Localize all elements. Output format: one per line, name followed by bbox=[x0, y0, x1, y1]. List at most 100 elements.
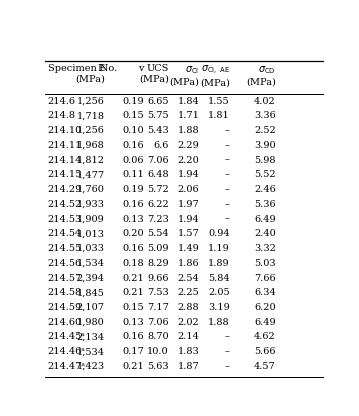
Text: 0.21: 0.21 bbox=[122, 288, 144, 297]
Text: 2,394: 2,394 bbox=[77, 273, 105, 282]
Text: 5.72: 5.72 bbox=[147, 185, 169, 194]
Text: 1.81: 1.81 bbox=[208, 111, 230, 120]
Text: 1,423: 1,423 bbox=[76, 362, 105, 371]
Text: 214.8: 214.8 bbox=[48, 111, 76, 120]
Text: 2.25: 2.25 bbox=[178, 288, 199, 297]
Text: 1.49: 1.49 bbox=[178, 244, 199, 253]
Text: 3.19: 3.19 bbox=[208, 303, 230, 312]
Text: –: – bbox=[225, 126, 230, 135]
Text: 1,534: 1,534 bbox=[77, 259, 105, 268]
Text: –: – bbox=[225, 362, 230, 371]
Text: 6.22: 6.22 bbox=[147, 200, 169, 209]
Text: 214.52: 214.52 bbox=[48, 200, 82, 209]
Text: $\sigma_{\mathrm{CI}}$
(MPa): $\sigma_{\mathrm{CI}}$ (MPa) bbox=[169, 64, 199, 87]
Text: 0.19: 0.19 bbox=[122, 97, 144, 106]
Text: 214.46ᵃ: 214.46ᵃ bbox=[48, 347, 85, 356]
Text: 0.16: 0.16 bbox=[122, 200, 144, 209]
Text: –: – bbox=[225, 171, 230, 179]
Text: 2.88: 2.88 bbox=[178, 303, 199, 312]
Text: 0.10: 0.10 bbox=[122, 126, 144, 135]
Text: 214.11: 214.11 bbox=[48, 141, 82, 150]
Text: 2,134: 2,134 bbox=[76, 332, 105, 342]
Text: 4.62: 4.62 bbox=[254, 332, 276, 342]
Text: –: – bbox=[225, 185, 230, 194]
Text: 1,477: 1,477 bbox=[76, 171, 105, 179]
Text: 1,256: 1,256 bbox=[77, 97, 105, 106]
Text: 1,968: 1,968 bbox=[77, 141, 105, 150]
Text: 0.16: 0.16 bbox=[122, 332, 144, 342]
Text: 7.23: 7.23 bbox=[147, 215, 169, 223]
Text: 0.16: 0.16 bbox=[122, 244, 144, 253]
Text: 214.45ᵃ: 214.45ᵃ bbox=[48, 332, 85, 342]
Text: 2.05: 2.05 bbox=[208, 288, 230, 297]
Text: 2.14: 2.14 bbox=[177, 332, 199, 342]
Text: 1,534: 1,534 bbox=[77, 347, 105, 356]
Text: 6.6: 6.6 bbox=[153, 141, 169, 150]
Text: 2.29: 2.29 bbox=[178, 141, 199, 150]
Text: 3.36: 3.36 bbox=[254, 111, 276, 120]
Text: 214.60: 214.60 bbox=[48, 318, 82, 327]
Text: 0.11: 0.11 bbox=[122, 171, 144, 179]
Text: 5.52: 5.52 bbox=[254, 171, 276, 179]
Text: 214.54: 214.54 bbox=[48, 229, 82, 238]
Text: 1,845: 1,845 bbox=[77, 288, 105, 297]
Text: v: v bbox=[138, 64, 144, 73]
Text: 2.02: 2.02 bbox=[178, 318, 199, 327]
Text: 0.94: 0.94 bbox=[208, 229, 230, 238]
Text: –: – bbox=[225, 141, 230, 150]
Text: 214.15: 214.15 bbox=[48, 171, 82, 179]
Text: 5.43: 5.43 bbox=[147, 126, 169, 135]
Text: 6.65: 6.65 bbox=[147, 97, 169, 106]
Text: 214.14: 214.14 bbox=[48, 156, 82, 165]
Text: 214.57: 214.57 bbox=[48, 273, 82, 282]
Text: 5.36: 5.36 bbox=[254, 200, 276, 209]
Text: 1,980: 1,980 bbox=[77, 318, 105, 327]
Text: 5.66: 5.66 bbox=[254, 347, 276, 356]
Text: 214.29: 214.29 bbox=[48, 185, 82, 194]
Text: 2.54: 2.54 bbox=[178, 273, 199, 282]
Text: 1,033: 1,033 bbox=[77, 244, 105, 253]
Text: 2,107: 2,107 bbox=[77, 303, 105, 312]
Text: $\sigma_{\mathrm{CI,\ AE}}$
(MPa): $\sigma_{\mathrm{CI,\ AE}}$ (MPa) bbox=[200, 64, 230, 88]
Text: 1,812: 1,812 bbox=[77, 156, 105, 165]
Text: 5.98: 5.98 bbox=[254, 156, 276, 165]
Text: 214.56: 214.56 bbox=[48, 259, 82, 268]
Text: 1,760: 1,760 bbox=[77, 185, 105, 194]
Text: 7.53: 7.53 bbox=[147, 288, 169, 297]
Text: 7.66: 7.66 bbox=[254, 273, 276, 282]
Text: 10.0: 10.0 bbox=[147, 347, 169, 356]
Text: 1.88: 1.88 bbox=[178, 126, 199, 135]
Text: 1.19: 1.19 bbox=[208, 244, 230, 253]
Text: 1.71: 1.71 bbox=[177, 111, 199, 120]
Text: 214.6: 214.6 bbox=[48, 97, 76, 106]
Text: 0.16: 0.16 bbox=[122, 141, 144, 150]
Text: 5.84: 5.84 bbox=[208, 273, 230, 282]
Text: 4.02: 4.02 bbox=[254, 97, 276, 106]
Text: 6.34: 6.34 bbox=[254, 288, 276, 297]
Text: 6.49: 6.49 bbox=[254, 318, 276, 327]
Text: 214.53: 214.53 bbox=[48, 215, 82, 223]
Text: 2.46: 2.46 bbox=[254, 185, 276, 194]
Text: 0.17: 0.17 bbox=[122, 347, 144, 356]
Text: 1,909: 1,909 bbox=[77, 215, 105, 223]
Text: 3.90: 3.90 bbox=[254, 141, 276, 150]
Text: 214.59: 214.59 bbox=[48, 303, 82, 312]
Text: 214.55: 214.55 bbox=[48, 244, 82, 253]
Text: 7.06: 7.06 bbox=[147, 156, 169, 165]
Text: 214.58: 214.58 bbox=[48, 288, 82, 297]
Text: 0.13: 0.13 bbox=[122, 318, 144, 327]
Text: 6.48: 6.48 bbox=[147, 171, 169, 179]
Text: 214.47ᵃ: 214.47ᵃ bbox=[48, 362, 86, 371]
Text: 8.29: 8.29 bbox=[147, 259, 169, 268]
Text: Specimen No.: Specimen No. bbox=[48, 64, 117, 73]
Text: 9.66: 9.66 bbox=[147, 273, 169, 282]
Text: 0.13: 0.13 bbox=[122, 215, 144, 223]
Text: 5.03: 5.03 bbox=[254, 259, 276, 268]
Text: 0.21: 0.21 bbox=[122, 362, 144, 371]
Text: 0.18: 0.18 bbox=[122, 259, 144, 268]
Text: 5.75: 5.75 bbox=[147, 111, 169, 120]
Text: 0.06: 0.06 bbox=[122, 156, 144, 165]
Text: 214.10: 214.10 bbox=[48, 126, 82, 135]
Text: 3.32: 3.32 bbox=[254, 244, 276, 253]
Text: 0.15: 0.15 bbox=[122, 303, 144, 312]
